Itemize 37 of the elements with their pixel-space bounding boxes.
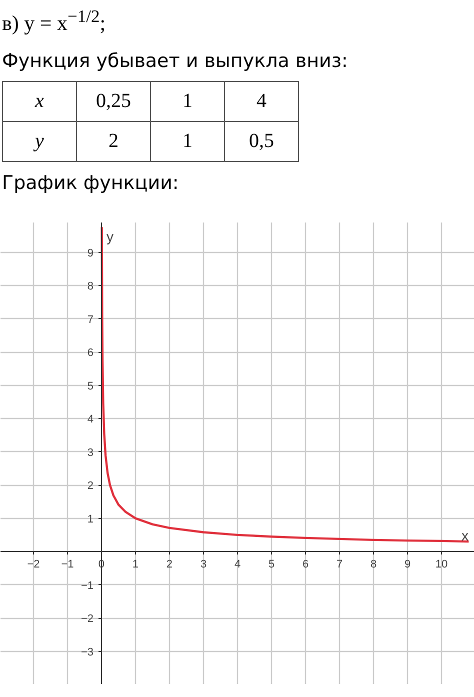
x-tick-label: 8: [370, 558, 377, 571]
text: 1: [150, 122, 224, 162]
text: 0,25: [76, 82, 150, 122]
y-tick-label: 5: [87, 380, 94, 392]
x-tick-label: 9: [404, 558, 411, 571]
text: 4: [224, 82, 298, 122]
y-tick-label: 1: [87, 513, 94, 526]
chart-subtitle: Функция убывает и выпукла вниз:: [2, 49, 348, 74]
y-tick-label: 2: [87, 480, 94, 492]
x-tick-label: 5: [268, 558, 275, 571]
x-tick-label: −2: [27, 558, 40, 571]
text: 0,5: [224, 122, 298, 162]
x-tick-label: 6: [302, 558, 309, 571]
y-tick-label: 4: [87, 414, 94, 426]
text: y: [2, 122, 76, 162]
x-tick-label: 7: [336, 558, 343, 571]
text: 1: [150, 82, 224, 122]
x-tick-label: −1: [61, 558, 74, 571]
x-axis-title: x: [462, 528, 468, 544]
chart-title: в) y = x$^{−1/2}$;: [2, 5, 107, 37]
y-tick-label: 8: [87, 280, 94, 293]
text: График функции:: [2, 171, 180, 196]
y-tick-label: 3: [87, 446, 94, 459]
x-tick-label: 4: [234, 558, 241, 571]
y-axis-title: y: [106, 228, 114, 244]
y-tick-label: 9: [87, 247, 94, 260]
line-series: [100, 226, 470, 543]
y-tick-label: −1: [80, 580, 94, 592]
text: x: [2, 82, 76, 122]
y-tick-label: −3: [80, 646, 94, 658]
y-tick-label: 7: [87, 314, 94, 326]
x-tick-label: 10: [435, 558, 448, 571]
y-tick-label: 6: [87, 347, 94, 360]
x-tick-label: 2: [166, 558, 173, 571]
x-tick-label: 3: [200, 558, 207, 571]
y-tick-label: −2: [80, 613, 94, 626]
x-tick-label: 1: [132, 558, 139, 571]
